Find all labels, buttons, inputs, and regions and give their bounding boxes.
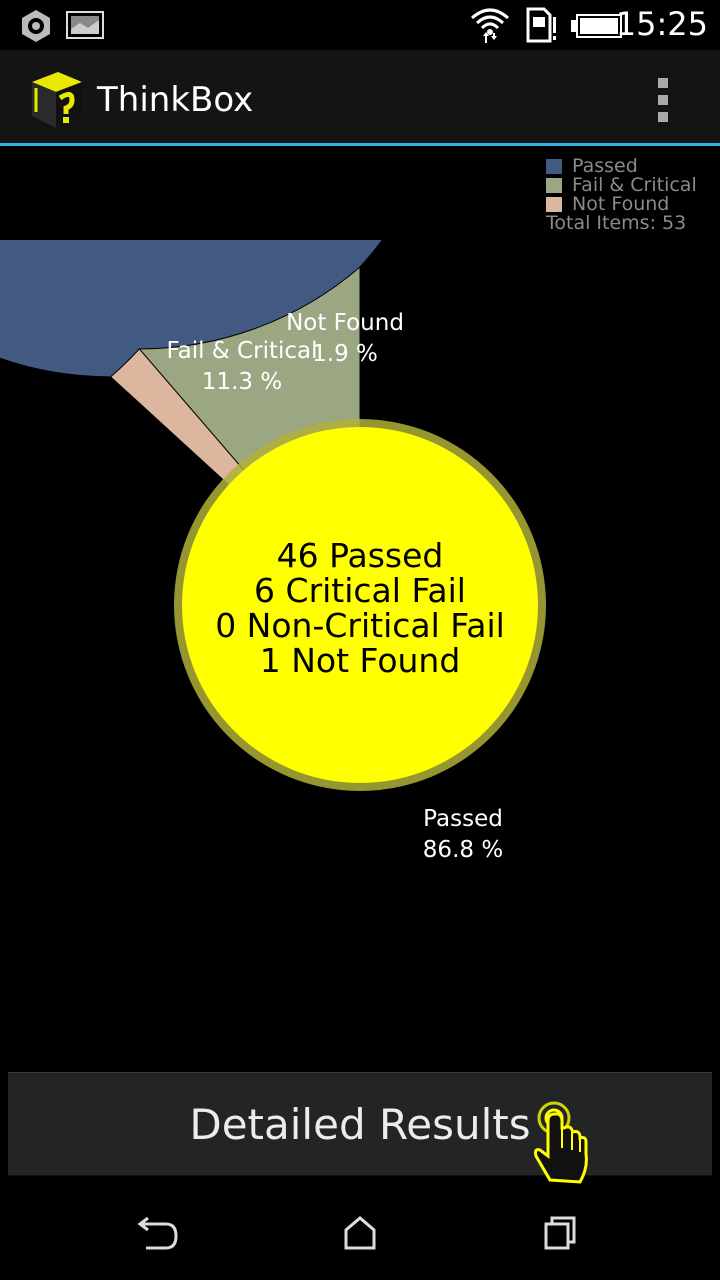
legend-swatch-not-found <box>546 197 562 212</box>
slice-label-not-found: Not Found <box>286 310 404 336</box>
legend-item-passed: Passed <box>546 157 686 176</box>
action-bar-divider <box>0 143 720 146</box>
slice-percent-fail-critical: 11.3 % <box>202 369 282 395</box>
legend-swatch-fail-critical <box>546 178 562 193</box>
slice-percent-not-found: 1.9 % <box>312 341 378 367</box>
home-icon[interactable] <box>320 1206 400 1262</box>
center-circle[interactable] <box>182 427 538 783</box>
legend-label: Not Found <box>572 193 670 215</box>
legend-label: Passed <box>572 155 638 177</box>
legend-item-fail-critical: Fail & Critical <box>546 176 697 195</box>
thinkbox-logo-icon[interactable] <box>28 68 86 130</box>
back-icon[interactable] <box>120 1206 200 1262</box>
total-items-label: Total Items: 53 <box>546 212 687 234</box>
status-clock: 15:25 <box>615 5 708 43</box>
center-summary-line: 0 Non-Critical Fail <box>215 606 505 645</box>
chart-legend: Passed Fail & Critical Not Found Total I… <box>546 157 697 234</box>
slice-percent-passed: 86.8 % <box>423 837 503 863</box>
action-bar: ThinkBox <box>0 50 720 143</box>
detailed-results-button[interactable] <box>8 1072 712 1176</box>
slice-label-fail-critical: Fail & Critical <box>167 338 318 364</box>
legend-label: Fail & Critical <box>572 174 697 196</box>
battery-icon <box>571 14 622 38</box>
slice-label-passed: Passed <box>423 806 503 832</box>
image-notification-icon <box>66 11 104 39</box>
results-pie-chart[interactable]: Passed 86.8 % Fail & Critical 11.3 % Not Fou… <box>0 240 720 960</box>
center-summary-line: 1 Not Found <box>260 641 461 680</box>
sim-signal-icon <box>526 7 556 43</box>
legend-item-not-found: Not Found <box>546 195 686 214</box>
legend-swatch-passed <box>546 159 562 174</box>
wifi-icon <box>471 8 509 43</box>
tap-hand-icon <box>534 1101 588 1184</box>
system-nav-bar <box>0 1186 720 1280</box>
app-title: ThinkBox <box>97 80 254 120</box>
overflow-menu-icon[interactable] <box>640 68 688 128</box>
settings-notification-icon <box>22 10 50 42</box>
center-summary-line: 6 Critical Fail <box>254 571 466 610</box>
detailed-results-label[interactable]: Detailed Results <box>189 1100 531 1149</box>
recents-icon[interactable] <box>520 1206 600 1262</box>
status-bar: 15:25 <box>0 0 720 50</box>
center-summary-line: 46 Passed <box>277 536 444 575</box>
